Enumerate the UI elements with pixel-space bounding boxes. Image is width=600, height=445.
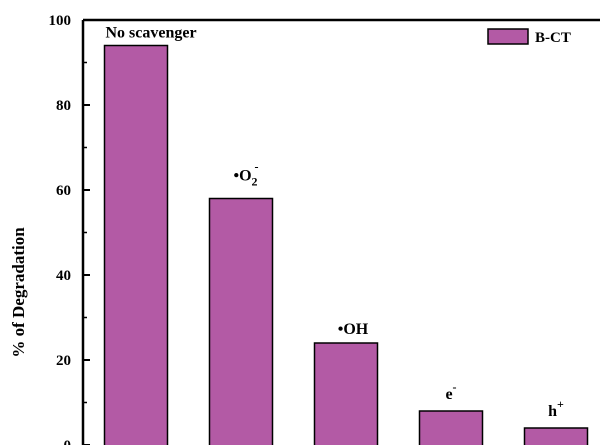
bar-5	[523, 427, 589, 445]
bar-label-2: •O2-	[233, 160, 258, 189]
y-tick-label: 100	[49, 13, 72, 29]
y-tick-label: 0	[64, 438, 72, 445]
bar-1	[103, 44, 169, 445]
y-tick-label: 80	[56, 98, 71, 114]
y-tick-label: 60	[56, 183, 71, 199]
y-axis-label: % of Degradation	[9, 227, 28, 358]
bar-4	[418, 410, 484, 445]
bar-3	[313, 342, 379, 445]
bar-label-1: No scavenger	[105, 25, 196, 42]
legend-swatch	[487, 28, 529, 45]
plot-area: 0 20 40 60 80 100 % of Degradation No scavenger…	[9, 13, 600, 445]
y-tick-label: 40	[56, 268, 71, 284]
y-tick-label: 20	[56, 353, 71, 369]
bar-label-3: •OH	[338, 321, 369, 338]
bar-label-4: e-	[445, 380, 456, 403]
legend-label: B-CT	[535, 30, 571, 46]
bar-label-5: h+	[548, 397, 564, 420]
bar-2	[208, 197, 274, 445]
